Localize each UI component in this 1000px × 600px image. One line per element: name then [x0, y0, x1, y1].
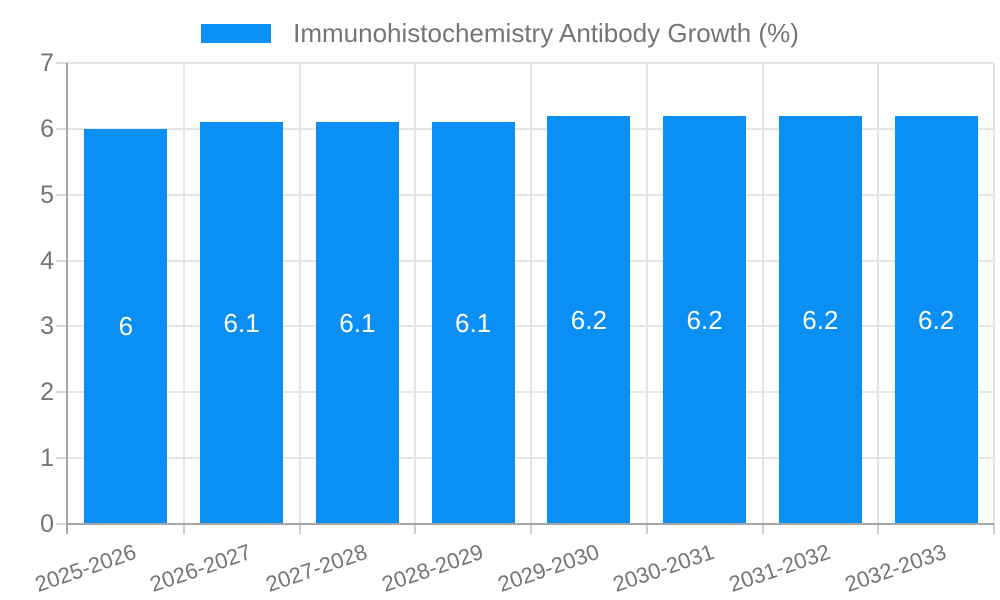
bar-value-label: 6.1 [223, 308, 260, 339]
x-tick-label: 2025-2026 [31, 539, 140, 597]
y-tick-label: 3 [40, 312, 54, 341]
x-tick-label: 2027-2028 [262, 539, 371, 597]
tick-mark [993, 524, 995, 534]
gridline [298, 63, 301, 524]
gridline [182, 63, 185, 524]
bar-value-label: 6.1 [455, 308, 492, 339]
bar-value-label: 6.2 [918, 304, 955, 335]
y-tick-label: 1 [40, 444, 54, 473]
axis-line [66, 63, 68, 534]
bar[interactable] [315, 122, 399, 524]
axis-line [68, 523, 994, 525]
bar[interactable] [84, 128, 168, 524]
y-tick-label: 2 [40, 378, 54, 407]
tick-mark [761, 524, 764, 534]
gridline [877, 63, 880, 524]
legend-label: Immunohistochemistry Antibody Growth (%) [293, 18, 799, 48]
tick-mark [56, 457, 68, 460]
gridline [993, 63, 995, 524]
tick-mark [56, 325, 68, 328]
tick-mark [56, 391, 68, 394]
x-tick-label: 2028-2029 [378, 539, 487, 597]
tick-mark [56, 193, 68, 196]
tick-mark [56, 127, 68, 130]
x-tick-label: 2029-2030 [494, 539, 603, 597]
tick-mark [56, 259, 68, 262]
tick-mark [877, 524, 880, 534]
bar[interactable] [894, 115, 978, 524]
gridline [761, 63, 764, 524]
bar[interactable] [663, 115, 747, 524]
y-tick-label: 6 [40, 114, 54, 143]
x-tick-label: 2031-2032 [725, 539, 834, 597]
legend-swatch [201, 23, 272, 43]
x-tick-label: 2026-2027 [147, 539, 255, 597]
bar-value-label: 6 [118, 311, 134, 342]
y-tick-label: 4 [40, 246, 54, 275]
bar[interactable] [778, 115, 862, 524]
bar[interactable] [431, 122, 515, 524]
tick-mark [56, 62, 68, 64]
y-tick-label: 0 [40, 510, 54, 538]
tick-mark [56, 523, 68, 525]
bar-value-label: 6.2 [802, 304, 839, 335]
tick-mark [530, 524, 532, 534]
bar[interactable] [547, 115, 631, 524]
bar-value-label: 6.2 [686, 304, 723, 335]
gridline [645, 63, 648, 524]
bar-value-label: 6.2 [570, 304, 607, 335]
x-tick-label: 2030-2031 [610, 539, 718, 597]
tick-mark [414, 524, 417, 534]
bar[interactable] [200, 122, 284, 524]
y-tick-label: 5 [40, 180, 54, 209]
x-tick-label: 2032-2033 [841, 539, 950, 597]
bar-value-label: 6.1 [339, 308, 376, 339]
y-tick-label: 7 [40, 49, 54, 77]
gridline [414, 63, 417, 524]
gridline [530, 63, 532, 524]
tick-mark [645, 524, 648, 534]
chart-legend: Immunohistochemistry Antibody Growth (%) [0, 20, 1000, 46]
tick-mark [298, 524, 301, 534]
tick-mark [182, 524, 185, 534]
